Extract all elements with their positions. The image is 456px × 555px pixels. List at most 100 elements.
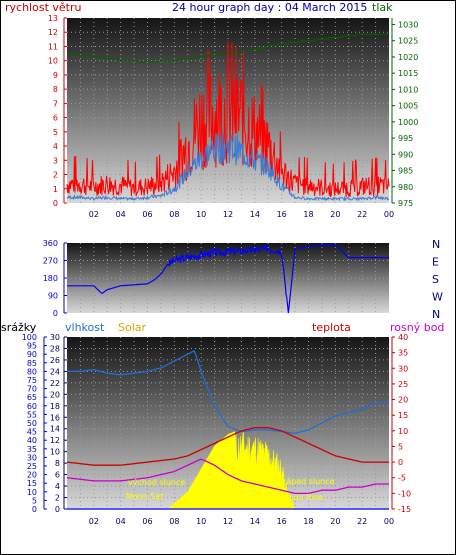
- pressure-tick-label: 985: [398, 167, 413, 176]
- wind-tick-label: 7: [53, 99, 58, 108]
- wind-direction-line: [67, 243, 389, 314]
- rain-tick-label: 5: [32, 496, 37, 505]
- chart-title: 24 hour graph day : 04 March 2015: [172, 1, 367, 14]
- wind-tick-label: 8: [53, 85, 58, 94]
- pressure-tick-label: 1015: [398, 69, 418, 78]
- pressure-tick-label: 1030: [398, 20, 418, 29]
- wind-tick-label: 13: [48, 14, 58, 23]
- rain-tick-label: 45: [27, 428, 37, 437]
- humidity-scale-tick-label: 14: [50, 425, 60, 434]
- wind-axis-label: rychlost větru: [5, 1, 81, 14]
- rain-axis-label: srážky: [1, 321, 37, 334]
- moonset-annotation: Moon Set: [126, 492, 163, 501]
- rain-tick-label: 15: [27, 479, 37, 488]
- dewpoint-axis-label: rosný bod: [390, 321, 444, 334]
- humidity-axis-label: vlhkost: [65, 321, 105, 334]
- pressure-tick-label: 1010: [398, 85, 418, 94]
- hour-tick-label: 06: [142, 210, 152, 219]
- rain-tick-label: 10: [27, 488, 37, 497]
- sunrise-annotation: východ slunce: [128, 478, 185, 487]
- pressure-tick-label: 1000: [398, 118, 418, 127]
- wind-average-line: [66, 130, 390, 202]
- temperature-line: [66, 427, 389, 466]
- humidity-scale-tick-label: 6: [55, 471, 60, 480]
- temperature-tick-label: 40: [398, 333, 408, 342]
- wind-tick-label: 5: [53, 128, 58, 137]
- wind-tick-label: 11: [48, 42, 58, 51]
- wind-tick-label: 2: [53, 171, 58, 180]
- moonrise-annotation: Moon Rise: [282, 493, 323, 502]
- temperature-tick-label: 10: [398, 427, 408, 436]
- pressure-tick-label: 995: [398, 134, 413, 143]
- wind-tick-label: 3: [53, 156, 58, 165]
- humidity-scale-tick-label: 0: [55, 505, 60, 514]
- pressure-tick-label: 980: [398, 183, 413, 192]
- rain-tick-label: 20: [27, 471, 37, 480]
- hour-tick-label: 04: [116, 210, 126, 219]
- rain-tick-label: 85: [27, 359, 37, 368]
- temperature-tick-label: 0: [398, 458, 403, 467]
- temperature-tick-label: -15: [398, 505, 411, 514]
- compass-label: N: [432, 238, 440, 251]
- rain-tick-label: 30: [27, 453, 37, 462]
- temperature-tick-label: 30: [398, 364, 408, 373]
- rain-tick-label: 40: [27, 436, 37, 445]
- rain-tick-label: 50: [27, 419, 37, 428]
- humidity-scale-tick-label: 30: [50, 333, 60, 342]
- hour-tick-label: 04: [116, 517, 126, 526]
- hour-tick-label: 16: [277, 517, 287, 526]
- wind-tick-label: 9: [53, 71, 58, 80]
- rain-tick-label: 80: [27, 367, 37, 376]
- rain-tick-label: 90: [27, 350, 37, 359]
- rain-tick-label: 95: [27, 342, 37, 351]
- pressure-axis-label: tlak: [372, 1, 393, 14]
- pressure-tick-label: 1025: [398, 37, 418, 46]
- hour-tick-label: 22: [357, 210, 367, 219]
- hour-tick-label: 20: [330, 517, 340, 526]
- rain-tick-label: 100: [22, 333, 37, 342]
- temperature-tick-label: -10: [398, 489, 411, 498]
- humidity-line: [67, 350, 389, 434]
- pressure-tick-label: 990: [398, 150, 413, 159]
- rain-tick-label: 70: [27, 385, 37, 394]
- hour-tick-label: 22: [357, 517, 367, 526]
- hour-tick-label: 08: [169, 210, 179, 219]
- compass-label: W: [432, 291, 443, 304]
- compass-label: N: [432, 308, 440, 321]
- pressure-tick-label: 1020: [398, 53, 418, 62]
- rain-tick-label: 0: [32, 505, 37, 514]
- hour-tick-label: 00: [384, 517, 394, 526]
- humidity-scale-tick-label: 16: [50, 413, 60, 422]
- wind-gust-line: [66, 41, 390, 198]
- humidity-scale-tick-label: 24: [50, 367, 60, 376]
- humidity-scale-tick-label: 10: [50, 448, 60, 457]
- pressure-tick-label: 1005: [398, 102, 418, 111]
- hour-tick-label: 02: [89, 517, 99, 526]
- humidity-scale-tick-label: 4: [55, 482, 60, 491]
- hour-tick-label: 06: [142, 517, 152, 526]
- wind-tick-label: 0: [53, 199, 58, 208]
- temperature-tick-label: 20: [398, 396, 408, 405]
- temperature-tick-label: 5: [398, 442, 403, 451]
- dewpoint-line: [66, 458, 389, 495]
- wind-tick-label: 10: [48, 57, 58, 66]
- humidity-scale-tick-label: 22: [50, 379, 60, 388]
- pressure-line: [67, 33, 389, 63]
- hour-tick-label: 08: [169, 517, 179, 526]
- hour-tick-label: 02: [89, 210, 99, 219]
- direction-tick-label: 360: [43, 239, 58, 248]
- sunset-annotation: západ slunce: [282, 477, 335, 486]
- direction-tick-label: 90: [48, 292, 58, 301]
- temperature-tick-label: -5: [398, 474, 406, 483]
- wind-tick-label: 1: [53, 185, 58, 194]
- hour-tick-label: 10: [196, 210, 206, 219]
- humidity-scale-tick-label: 20: [50, 390, 60, 399]
- solar-axis-label: Solar: [118, 321, 147, 334]
- humidity-scale-tick-label: 28: [50, 344, 60, 353]
- humidity-scale-tick-label: 12: [50, 436, 60, 445]
- humidity-scale-tick-label: 26: [50, 356, 60, 365]
- rain-tick-label: 55: [27, 410, 37, 419]
- hour-tick-label: 18: [303, 517, 313, 526]
- wind-tick-label: 4: [53, 142, 58, 151]
